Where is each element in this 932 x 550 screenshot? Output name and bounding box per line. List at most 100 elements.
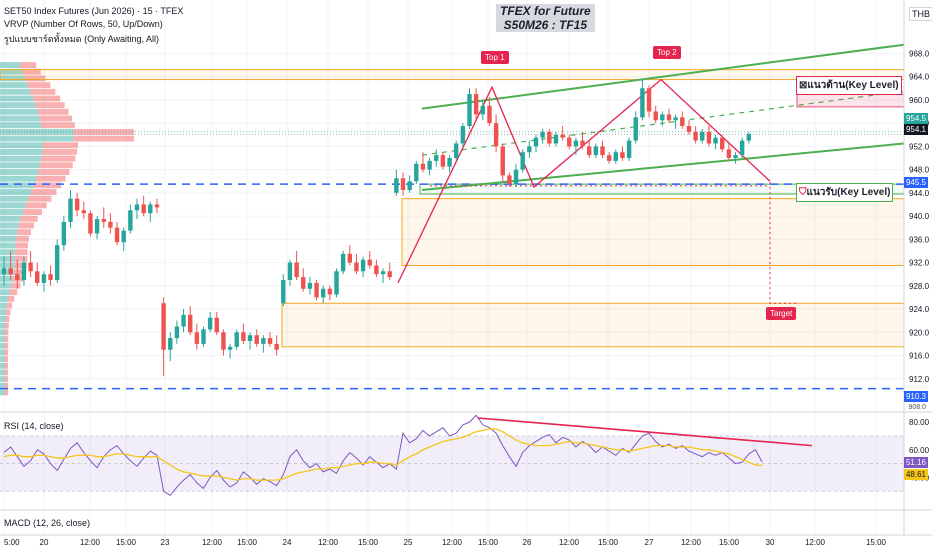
candle-body	[587, 146, 592, 156]
time-tick-label: 12:00	[559, 538, 580, 547]
top2-tag: Top 2	[653, 46, 681, 59]
pattern-legend[interactable]: รูปแบบชาร์ตทั้งหมด (Only Awaiting, All)	[4, 34, 160, 44]
resistance-label: ⊠แนวต้าน(Key Level)	[796, 76, 902, 95]
volume-bar-up	[0, 169, 39, 175]
candle-body	[188, 314, 193, 333]
volume-bar-down	[38, 169, 70, 175]
price-tick-label: 952.0	[909, 142, 930, 151]
support-label: ⛉แนวรับ(Key Level)	[796, 183, 894, 202]
candle-body	[606, 155, 612, 161]
time-tick-label: 20	[40, 538, 49, 547]
candle-body	[527, 146, 532, 153]
target-projection-line	[660, 79, 796, 304]
volume-bar-up	[0, 155, 42, 162]
chart-title-box: TFEX for Future S50M26 : TF15	[496, 4, 595, 32]
candle-body	[640, 88, 645, 118]
candle-body	[247, 335, 253, 341]
symbol-legend[interactable]: SET50 Index Futures (Jun 2026) · 15 · TF…	[4, 6, 184, 16]
support-icon: ⛉	[799, 187, 807, 198]
volume-bar-up	[0, 242, 16, 249]
volume-bar-up	[0, 262, 15, 269]
vrvp-legend[interactable]: VRVP (Number Of Rows, 50, Up/Down)	[4, 19, 163, 29]
volume-bar-down	[22, 68, 41, 75]
volume-bar-down	[41, 155, 76, 162]
channel-lower-line	[421, 142, 905, 191]
time-tick-label: 26	[523, 538, 532, 547]
candle-body	[15, 274, 20, 280]
resistance-marker-rect	[796, 93, 905, 108]
volume-bar-down	[40, 162, 73, 169]
volume-bar-down	[15, 249, 28, 256]
volume-bar-down	[23, 209, 42, 216]
volume-bar-up	[0, 269, 15, 276]
trend-drawings	[397, 43, 905, 304]
currency-badge[interactable]: THB	[909, 7, 932, 21]
price-tick-label: 936.0	[909, 235, 930, 244]
volume-bar-up	[0, 309, 6, 316]
volume-bar-up	[0, 235, 16, 242]
price-tick-label: 928.0	[909, 282, 930, 291]
volume-bar-up	[0, 175, 37, 182]
volume-bar-up	[0, 148, 43, 155]
candle-body	[267, 338, 273, 344]
volume-bar-down	[18, 222, 34, 229]
volume-bar-up	[0, 162, 41, 169]
candle-body	[500, 146, 505, 176]
candle-body	[321, 288, 326, 298]
candle-body	[154, 204, 160, 208]
candle-body	[281, 280, 286, 304]
candle-body	[141, 204, 146, 214]
time-tick-label: 15:00	[116, 538, 137, 547]
volume-bar-down	[25, 75, 46, 82]
volume-bar-down	[27, 82, 51, 89]
time-tick-label: 12:00	[80, 538, 101, 547]
candle-body	[74, 198, 80, 211]
price-label-current: 954.1	[903, 124, 928, 135]
volume-bar-up	[0, 142, 43, 149]
price-tick-label: 960.0	[909, 96, 930, 105]
volume-bar-up	[0, 82, 28, 89]
volume-bar-down	[28, 195, 52, 202]
candle-body	[440, 155, 446, 167]
candle-body	[367, 259, 372, 266]
volume-bar-down	[19, 62, 37, 69]
volume-bar-up	[0, 209, 24, 216]
rsi-value-label: 51.16	[903, 457, 928, 468]
volume-bar-up	[0, 356, 5, 362]
volume-bar-up	[0, 336, 5, 342]
volume-bar-down	[73, 135, 134, 142]
macd-legend[interactable]: MACD (12, 26, close)	[4, 518, 91, 528]
candle-body	[301, 277, 306, 289]
volume-bar-up	[0, 302, 7, 309]
candle-body	[560, 134, 565, 138]
support-text: แนวรับ(Key Level)	[806, 187, 891, 198]
candle-body	[340, 253, 346, 272]
volume-bar-down	[33, 95, 61, 102]
volume-bar-down	[15, 242, 28, 249]
candle-body	[693, 131, 698, 141]
rsi-legend[interactable]: RSI (14, close)	[4, 421, 64, 431]
volume-bar-up	[0, 182, 34, 189]
volume-bar-down	[15, 235, 29, 242]
volume-bar-down	[4, 356, 9, 362]
candle-body	[660, 114, 665, 121]
price-tick-label: 920.0	[909, 328, 930, 337]
rsi-line	[3, 414, 763, 496]
volume-bar-down	[36, 175, 66, 182]
volume-bar-up	[0, 376, 5, 383]
volume-bar-down	[9, 289, 18, 296]
top1-tag: Top 1	[481, 51, 509, 64]
candle-body	[307, 282, 313, 289]
time-tick-label: 12:00	[202, 538, 223, 547]
volume-bar-down	[35, 102, 65, 109]
volume-bar-down	[4, 369, 9, 376]
candle-body	[739, 140, 745, 156]
volume-bar-up	[0, 289, 10, 296]
candle-body	[287, 262, 293, 280]
candle-body	[487, 105, 492, 124]
candle-body	[21, 262, 27, 280]
volume-bar-down	[25, 202, 47, 209]
candle-body	[168, 338, 173, 350]
candle-body	[55, 245, 60, 280]
